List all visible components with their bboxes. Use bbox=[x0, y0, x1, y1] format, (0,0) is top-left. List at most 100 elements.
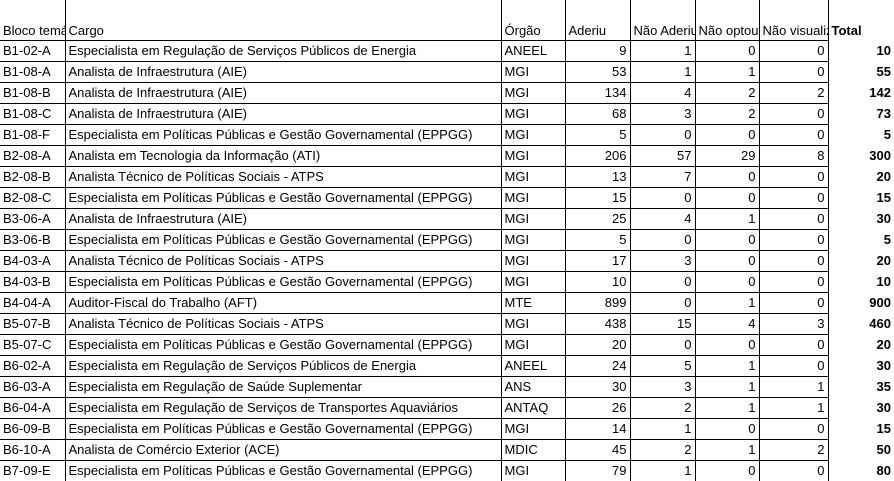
cell-bloco-tematico[interactable]: B6-04-A bbox=[0, 397, 66, 419]
cell-orgao[interactable]: MGI bbox=[501, 334, 566, 356]
col-header-total[interactable]: Total bbox=[831, 23, 862, 38]
cell-aderiu[interactable]: 10 bbox=[565, 271, 631, 293]
cell-bloco-tematico[interactable]: B2-08-B bbox=[0, 166, 66, 188]
cell-cargo[interactable]: Analista de Infraestrutura (AIE) bbox=[65, 82, 502, 104]
cell-total[interactable]: 73 bbox=[876, 106, 891, 121]
cell-nao-aderiu[interactable]: 1 bbox=[630, 61, 696, 83]
cell-orgao[interactable]: MGI bbox=[501, 250, 566, 272]
cell-orgao[interactable]: MGI bbox=[501, 460, 566, 481]
cell-total[interactable]: 142 bbox=[869, 85, 891, 100]
cell-aderiu[interactable]: 45 bbox=[565, 439, 631, 461]
cell-total[interactable]: 10 bbox=[876, 43, 891, 58]
cell-bloco-tematico[interactable]: B1-02-A bbox=[0, 40, 66, 62]
cell-aderiu[interactable]: 438 bbox=[565, 313, 631, 335]
cell-cargo[interactable]: Especialista em Regulação de Serviços Pú… bbox=[65, 355, 502, 377]
cell-aderiu[interactable]: 899 bbox=[565, 292, 631, 314]
cell-nao-visualizou[interactable]: 0 bbox=[759, 334, 829, 356]
cell-nao-optou[interactable]: 0 bbox=[695, 187, 760, 209]
cell-orgao[interactable]: MGI bbox=[501, 124, 566, 146]
cell-nao-aderiu[interactable]: 1 bbox=[630, 460, 696, 481]
cell-orgao[interactable]: ANEEL bbox=[501, 355, 566, 377]
cell-cargo[interactable]: Especialista em Políticas Públicas e Ges… bbox=[65, 460, 502, 481]
cell-nao-aderiu[interactable]: 1 bbox=[630, 418, 696, 440]
cell-nao-optou[interactable]: 0 bbox=[695, 250, 760, 272]
cell-cargo[interactable]: Especialista em Políticas Públicas e Ges… bbox=[65, 334, 502, 356]
cell-total[interactable]: 5 bbox=[883, 127, 891, 142]
cell-nao-aderiu[interactable]: 7 bbox=[630, 166, 696, 188]
cell-orgao[interactable]: MGI bbox=[501, 82, 566, 104]
cell-nao-aderiu[interactable]: 5 bbox=[630, 355, 696, 377]
cell-aderiu[interactable]: 79 bbox=[565, 460, 631, 481]
cell-orgao[interactable]: MGI bbox=[501, 229, 566, 251]
cell-cargo[interactable]: Analista de Infraestrutura (AIE) bbox=[65, 61, 502, 83]
cell-nao-optou[interactable]: 0 bbox=[695, 229, 760, 251]
cell-total[interactable]: 900 bbox=[869, 295, 891, 310]
cell-orgao[interactable]: MGI bbox=[501, 271, 566, 293]
cell-total[interactable]: 30 bbox=[876, 211, 891, 226]
cell-nao-optou[interactable]: 0 bbox=[695, 418, 760, 440]
cell-cargo[interactable]: Especialista em Regulação de Serviços de… bbox=[65, 397, 502, 419]
cell-nao-visualizou[interactable]: 1 bbox=[759, 376, 829, 398]
cell-cargo[interactable]: Especialista em Políticas Públicas e Ges… bbox=[65, 418, 502, 440]
cell-nao-optou[interactable]: 0 bbox=[695, 166, 760, 188]
cell-aderiu[interactable]: 17 bbox=[565, 250, 631, 272]
cell-nao-aderiu[interactable]: 57 bbox=[630, 145, 696, 167]
cell-nao-visualizou[interactable]: 0 bbox=[759, 166, 829, 188]
cell-total[interactable]: 30 bbox=[876, 400, 891, 415]
cell-total[interactable]: 30 bbox=[876, 358, 891, 373]
cell-nao-aderiu[interactable]: 3 bbox=[630, 376, 696, 398]
cell-total[interactable]: 300 bbox=[869, 148, 891, 163]
cell-total[interactable]: 10 bbox=[876, 274, 891, 289]
cell-orgao[interactable]: MDIC bbox=[501, 439, 566, 461]
cell-nao-visualizou[interactable]: 3 bbox=[759, 313, 829, 335]
cell-nao-optou[interactable]: 1 bbox=[695, 439, 760, 461]
cell-nao-visualizou[interactable]: 0 bbox=[759, 61, 829, 83]
cell-nao-aderiu[interactable]: 0 bbox=[630, 271, 696, 293]
cell-nao-visualizou[interactable]: 0 bbox=[759, 187, 829, 209]
cell-bloco-tematico[interactable]: B2-08-C bbox=[0, 187, 66, 209]
cell-bloco-tematico[interactable]: B5-07-B bbox=[0, 313, 66, 335]
cell-nao-aderiu[interactable]: 15 bbox=[630, 313, 696, 335]
cell-orgao[interactable]: ANTAQ bbox=[501, 397, 566, 419]
cell-nao-visualizou[interactable]: 1 bbox=[759, 397, 829, 419]
cell-total[interactable]: 15 bbox=[876, 190, 891, 205]
cell-aderiu[interactable]: 9 bbox=[565, 40, 631, 62]
cell-nao-aderiu[interactable]: 0 bbox=[630, 334, 696, 356]
cell-nao-optou[interactable]: 1 bbox=[695, 355, 760, 377]
cell-nao-aderiu[interactable]: 2 bbox=[630, 397, 696, 419]
cell-aderiu[interactable]: 13 bbox=[565, 166, 631, 188]
cell-nao-optou[interactable]: 29 bbox=[695, 145, 760, 167]
cell-orgao[interactable]: MGI bbox=[501, 418, 566, 440]
cell-orgao[interactable]: MGI bbox=[501, 208, 566, 230]
cell-nao-optou[interactable]: 0 bbox=[695, 460, 760, 481]
cell-orgao[interactable]: ANS bbox=[501, 376, 566, 398]
cell-cargo[interactable]: Analista de Comércio Exterior (ACE) bbox=[65, 439, 502, 461]
cell-cargo[interactable]: Auditor-Fiscal do Trabalho (AFT) bbox=[65, 292, 502, 314]
cell-nao-visualizou[interactable]: 0 bbox=[759, 124, 829, 146]
col-header-nao-aderiu[interactable]: Não Aderiu bbox=[630, 0, 696, 41]
cell-cargo[interactable]: Analista Técnico de Políticas Sociais - … bbox=[65, 313, 502, 335]
cell-cargo[interactable]: Especialista em Regulação de Saúde Suple… bbox=[65, 376, 502, 398]
cell-nao-visualizou[interactable]: 0 bbox=[759, 229, 829, 251]
cell-nao-aderiu[interactable]: 0 bbox=[630, 124, 696, 146]
cell-nao-aderiu[interactable]: 0 bbox=[630, 229, 696, 251]
cell-cargo[interactable]: Analista de Infraestrutura (AIE) bbox=[65, 103, 502, 125]
cell-aderiu[interactable]: 26 bbox=[565, 397, 631, 419]
cell-orgao[interactable]: MGI bbox=[501, 187, 566, 209]
cell-orgao[interactable]: MGI bbox=[501, 313, 566, 335]
cell-total[interactable]: 55 bbox=[876, 64, 891, 79]
cell-total[interactable]: 20 bbox=[876, 337, 891, 352]
cell-bloco-tematico[interactable]: B7-09-E bbox=[0, 460, 66, 481]
cell-nao-optou[interactable]: 1 bbox=[695, 208, 760, 230]
cell-total[interactable]: 35 bbox=[876, 379, 891, 394]
cell-aderiu[interactable]: 5 bbox=[565, 229, 631, 251]
col-header-nao-visualizou[interactable]: Não visualizou bbox=[759, 0, 829, 41]
cell-orgao[interactable]: MGI bbox=[501, 103, 566, 125]
cell-cargo[interactable]: Especialista em Políticas Públicas e Ges… bbox=[65, 187, 502, 209]
cell-bloco-tematico[interactable]: B1-08-A bbox=[0, 61, 66, 83]
cell-bloco-tematico[interactable]: B6-03-A bbox=[0, 376, 66, 398]
cell-nao-optou[interactable]: 1 bbox=[695, 397, 760, 419]
col-header-cargo[interactable]: Cargo bbox=[65, 0, 502, 41]
cell-total[interactable]: 460 bbox=[869, 316, 891, 331]
cell-aderiu[interactable]: 20 bbox=[565, 334, 631, 356]
